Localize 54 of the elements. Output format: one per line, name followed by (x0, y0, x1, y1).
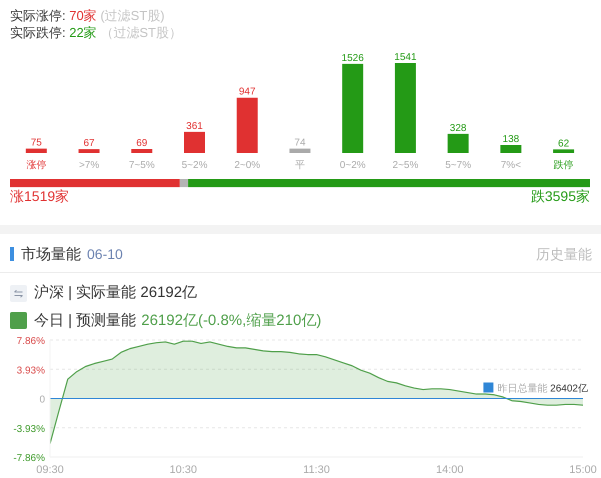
legend-label: 今日 | 预测量能 (34, 310, 136, 330)
x-tick-label: 跌停 (554, 159, 574, 171)
chart-title: 实际涨停: 70家 (过滤ST股) (10, 8, 165, 23)
x-tick-label: 14:00 (436, 464, 464, 476)
y-tick-label: 0 (39, 394, 46, 406)
bar (500, 144, 522, 153)
y-tick-label: -7.86% (13, 453, 46, 464)
y-tick-label: 7.86% (16, 336, 46, 347)
x-tick-label: 0~2% (340, 160, 366, 171)
data-label: 67 (83, 138, 96, 150)
data-label: 947 (238, 86, 256, 98)
x-tick-label: 15:00 (569, 464, 597, 476)
x-tick-label: >7% (78, 160, 100, 171)
data-label: 涨1519家 (10, 188, 70, 204)
bar (26, 148, 47, 153)
x-tick-label: 7%< (500, 160, 522, 171)
x-tick-label: 5~7% (445, 160, 472, 171)
bar (289, 148, 310, 153)
chart-subtitle: 实际跌停: 22家 （过滤ST股） (10, 25, 182, 40)
chart-subtitle: 06-10 (87, 246, 123, 262)
data-label: 62 (558, 138, 570, 150)
data-label: 138 (502, 134, 520, 145)
data-label: 69 (136, 138, 148, 149)
x-tick-label: 11:30 (303, 464, 330, 476)
bar (553, 149, 574, 153)
data-label: 74 (294, 138, 306, 149)
text: 历史量能 (536, 246, 592, 262)
x-tick-label: 5~2% (182, 160, 208, 171)
bar (394, 63, 416, 153)
bar (236, 98, 258, 153)
x-tick-label: 10:30 (169, 464, 198, 476)
bar (342, 64, 364, 153)
x-tick-label: 7~5% (128, 160, 155, 171)
bar (131, 148, 152, 153)
y-tick-label: -3.93% (13, 424, 46, 435)
x-tick-label: 涨停 (26, 159, 46, 171)
bar (184, 132, 205, 153)
bar (448, 134, 469, 153)
bar (78, 149, 100, 153)
data-label: 1541 (394, 52, 417, 63)
x-tick-label: 平 (295, 160, 305, 171)
data-label: 361 (186, 120, 204, 132)
x-tick-label: 2~0% (234, 160, 260, 171)
y-tick-label: 3.93% (16, 365, 46, 376)
data-label: 328 (450, 122, 467, 134)
legend-label: 昨日总量能 26402亿 (497, 382, 588, 394)
x-tick-label: 2~5% (392, 160, 418, 171)
text: 沪深 | 实际量能 26192亿 (34, 284, 198, 301)
text: 26192亿(-0.8%,缩量210亿) (141, 310, 322, 330)
x-tick-label: 09:30 (36, 464, 64, 476)
data-label: 1526 (342, 52, 364, 64)
chart-title: 市场量能 (21, 244, 81, 264)
data-label: 跌3595家 (530, 188, 590, 204)
data-label: 75 (30, 138, 42, 149)
